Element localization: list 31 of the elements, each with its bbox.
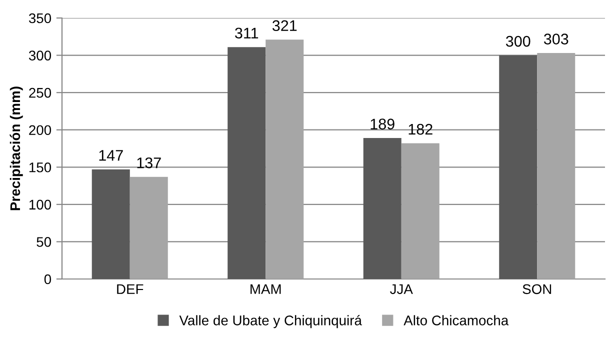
- y-tick-label: 0: [44, 274, 52, 284]
- y-tick-label: 350: [28, 13, 52, 24]
- bar: [363, 138, 402, 279]
- bar: [499, 55, 538, 279]
- y-tick-label: 300: [28, 50, 52, 60]
- data-label: 189: [370, 118, 394, 130]
- legend-label: Valle de Ubate y Chiquinquirá: [179, 314, 362, 328]
- data-label: 321: [272, 20, 297, 32]
- y-tick-label: 200: [29, 125, 52, 136]
- bar: [266, 40, 304, 279]
- data-label: 137: [137, 157, 161, 168]
- bar: [130, 176, 168, 279]
- y-tick-label: 150: [29, 162, 52, 172]
- data-label: 303: [544, 34, 568, 44]
- y-tick-label: 50: [36, 237, 52, 247]
- bar: [537, 53, 576, 279]
- x-tick-label: SON: [522, 284, 552, 294]
- x-tick-label: JJA: [390, 284, 413, 294]
- bar: [228, 47, 266, 279]
- x-tick-label: DEF: [117, 284, 144, 294]
- bar: [401, 143, 440, 279]
- data-label: 300: [506, 36, 530, 47]
- bar: [92, 169, 130, 279]
- y-axis-title: Precipitación (mm): [10, 86, 23, 210]
- data-label: 311: [235, 28, 258, 39]
- x-tick-label: MAM: [250, 284, 281, 294]
- y-tick-label: 250: [29, 88, 52, 98]
- legend-label: Alto Chicamocha: [404, 315, 509, 326]
- y-tick-label: 100: [29, 200, 52, 210]
- data-label: 182: [408, 124, 432, 135]
- data-label: 147: [99, 150, 123, 161]
